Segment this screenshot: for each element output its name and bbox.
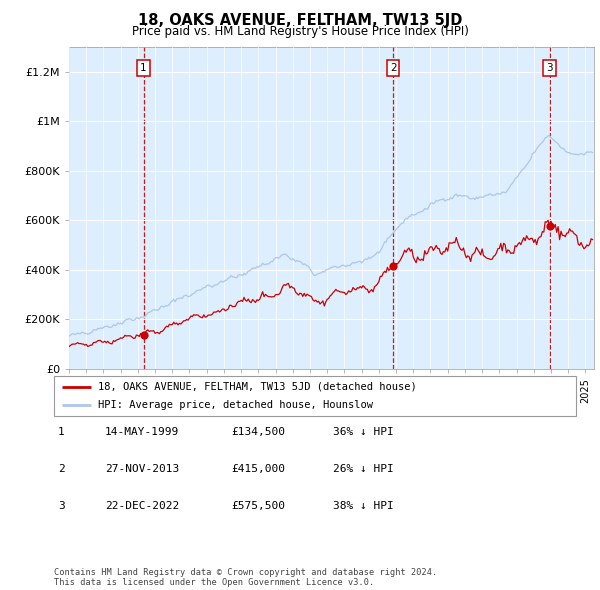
Text: 36% ↓ HPI: 36% ↓ HPI bbox=[333, 427, 394, 437]
Point bbox=[545, 222, 554, 231]
Text: 14-MAY-1999: 14-MAY-1999 bbox=[105, 427, 179, 437]
Point bbox=[388, 261, 398, 271]
Point bbox=[139, 331, 148, 340]
Text: 18, OAKS AVENUE, FELTHAM, TW13 5JD (detached house): 18, OAKS AVENUE, FELTHAM, TW13 5JD (deta… bbox=[98, 382, 417, 392]
Text: 1: 1 bbox=[58, 427, 65, 437]
Text: 22-DEC-2022: 22-DEC-2022 bbox=[105, 502, 179, 511]
Text: 18, OAKS AVENUE, FELTHAM, TW13 5JD: 18, OAKS AVENUE, FELTHAM, TW13 5JD bbox=[138, 13, 462, 28]
Text: £415,000: £415,000 bbox=[231, 464, 285, 474]
Text: £575,500: £575,500 bbox=[231, 502, 285, 511]
Text: 26% ↓ HPI: 26% ↓ HPI bbox=[333, 464, 394, 474]
Text: 3: 3 bbox=[58, 502, 65, 511]
Text: Price paid vs. HM Land Registry's House Price Index (HPI): Price paid vs. HM Land Registry's House … bbox=[131, 25, 469, 38]
FancyBboxPatch shape bbox=[54, 376, 576, 416]
Text: HPI: Average price, detached house, Hounslow: HPI: Average price, detached house, Houn… bbox=[98, 400, 373, 410]
Text: 1: 1 bbox=[140, 63, 147, 73]
Text: 3: 3 bbox=[546, 63, 553, 73]
Text: 27-NOV-2013: 27-NOV-2013 bbox=[105, 464, 179, 474]
Text: Contains HM Land Registry data © Crown copyright and database right 2024.
This d: Contains HM Land Registry data © Crown c… bbox=[54, 568, 437, 587]
Text: 38% ↓ HPI: 38% ↓ HPI bbox=[333, 502, 394, 511]
Text: 2: 2 bbox=[58, 464, 65, 474]
Text: £134,500: £134,500 bbox=[231, 427, 285, 437]
Text: 2: 2 bbox=[390, 63, 397, 73]
